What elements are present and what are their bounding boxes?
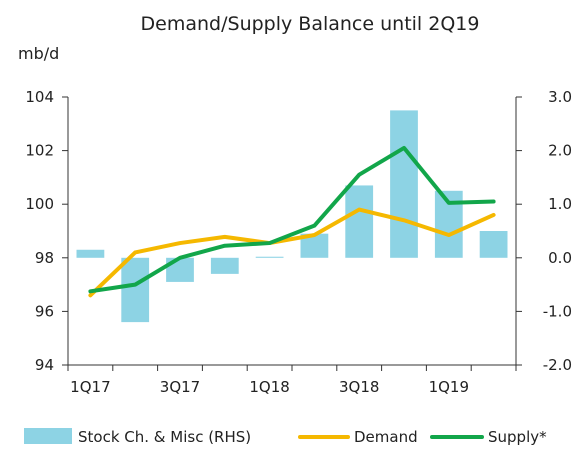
left-tick-label: 104 [25, 88, 54, 106]
left-tick-label: 102 [25, 142, 54, 160]
x-tick-label: 1Q19 [429, 378, 469, 396]
legend-label: Stock Ch. & Misc (RHS) [78, 428, 251, 446]
left-tick-label: 100 [25, 195, 54, 213]
line-series [88, 145, 496, 298]
right-tick-label: -2.0 [543, 356, 572, 374]
bar [345, 185, 374, 258]
bar [210, 257, 239, 274]
right-tick-label: 1.0 [548, 195, 572, 213]
legend-swatch [24, 428, 72, 444]
left-tick-label: 98 [35, 249, 54, 267]
right-tick-label: 0.0 [548, 249, 572, 267]
left-tick-label: 94 [35, 356, 54, 374]
chart-title: Demand/Supply Balance until 2Q19 [141, 13, 480, 35]
series-line [88, 207, 496, 298]
left-axis-unit: mb/d [18, 44, 59, 63]
left-tick-label: 96 [35, 302, 54, 320]
x-tick-label: 1Q18 [249, 378, 289, 396]
right-tick-label: 2.0 [548, 142, 572, 160]
legend: Stock Ch. & Misc (RHS) Demand Supply* [24, 428, 547, 446]
legend-label: Supply* [488, 428, 547, 446]
x-tick-label: 1Q17 [70, 378, 110, 396]
series-line [88, 145, 496, 294]
x-tick-label: 3Q17 [160, 378, 200, 396]
right-tick-label: 3.0 [548, 88, 572, 106]
x-tick-label: 3Q18 [339, 378, 379, 396]
bar [121, 257, 150, 323]
axes: 94 96 98 100 102 104 -2.0 -1.0 0.0 1.0 2.0 3.0 1Q17 3… [25, 88, 572, 396]
bar [390, 110, 418, 258]
bar-series [76, 110, 508, 323]
bar [479, 231, 508, 258]
legend-label: Demand [354, 428, 418, 446]
right-tick-label: -1.0 [543, 302, 572, 320]
bar [76, 249, 105, 258]
bar [255, 256, 284, 258]
